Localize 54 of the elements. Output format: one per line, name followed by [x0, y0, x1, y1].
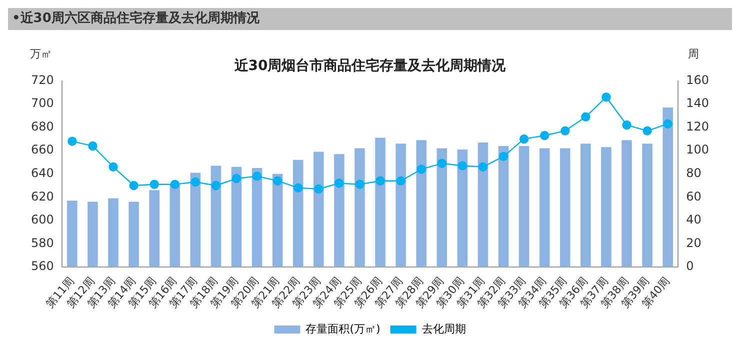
point	[150, 180, 159, 189]
point	[294, 183, 303, 192]
point	[314, 184, 324, 194]
point	[376, 176, 385, 186]
point	[581, 112, 590, 122]
point	[108, 162, 118, 172]
y2-tick-label: 40	[686, 212, 702, 227]
legend-label: 去化周期	[422, 322, 466, 336]
y-tick-label: 720	[31, 72, 54, 87]
point	[519, 134, 529, 144]
point	[252, 172, 262, 181]
y2-tick-label: 100	[686, 142, 709, 157]
point	[232, 174, 242, 184]
point	[560, 126, 570, 136]
y-tick-label: 580	[31, 236, 54, 250]
y-axis-title: 万㎡	[30, 47, 52, 60]
point	[355, 180, 364, 189]
point	[642, 126, 652, 136]
point	[498, 152, 508, 162]
y2-tick-label: 20	[686, 236, 702, 250]
y-tick-label: 660	[31, 142, 54, 157]
point	[458, 161, 468, 170]
y-tick-label: 640	[31, 166, 54, 180]
y2-tick-label: 160	[686, 72, 709, 87]
point	[129, 180, 138, 190]
legend-label: 存量面积(万㎡)	[306, 322, 380, 336]
y2-axis-title: 周	[688, 47, 700, 60]
y-tick-label: 560	[31, 259, 54, 274]
point	[170, 180, 180, 189]
point	[663, 119, 672, 128]
text: •近30周六区商品住宅存量及去化周期情况	[8, 8, 732, 30]
point	[602, 92, 611, 102]
y2-tick-label: 140	[686, 96, 709, 110]
y-tick-label: 600	[31, 212, 54, 227]
point	[68, 136, 77, 146]
y2-tick-label: 120	[686, 119, 709, 134]
point	[622, 120, 632, 130]
point	[478, 162, 488, 172]
y-tick-label: 680	[31, 119, 54, 134]
point	[88, 141, 98, 151]
point	[437, 158, 446, 168]
y-tick-label: 620	[31, 189, 54, 204]
y-tick-label: 700	[31, 96, 54, 110]
point	[190, 177, 200, 187]
point	[211, 180, 221, 190]
y2-tick-label: 0	[686, 259, 694, 274]
point	[334, 178, 344, 188]
y2-tick-label: 60	[686, 189, 702, 204]
y2-tick-label: 80	[686, 166, 702, 180]
point	[272, 176, 282, 186]
chart-title: 近30周烟台市商品住宅存量及去化周期情况	[233, 57, 507, 74]
point	[416, 164, 426, 174]
point	[540, 130, 550, 140]
point	[396, 176, 406, 186]
